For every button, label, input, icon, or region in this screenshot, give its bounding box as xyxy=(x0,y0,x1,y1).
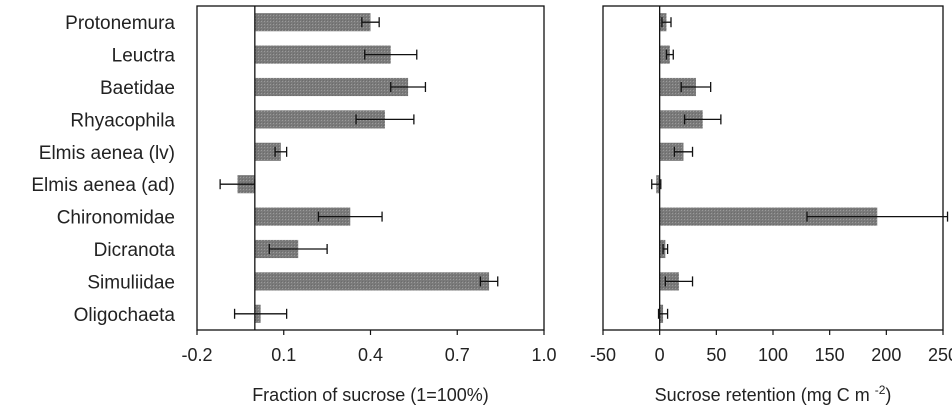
bar-baetidae xyxy=(659,77,696,97)
bar-baetidae xyxy=(254,77,409,97)
x-tick-label: 250 xyxy=(928,345,952,365)
x-tick-label: 150 xyxy=(815,345,845,365)
bar-rhyacophila xyxy=(254,110,385,129)
x-tick-label: 100 xyxy=(758,345,788,365)
x-axis-title-text: Sucrose retention (mg C m xyxy=(655,385,875,405)
category-label: Elmis aenea (ad) xyxy=(31,175,175,196)
x-tick-label: 50 xyxy=(706,345,726,365)
x-axis-title-superscript: -2 xyxy=(875,383,886,397)
category-label: Oligochaeta xyxy=(74,305,176,326)
bar-rhyacophila xyxy=(659,110,703,129)
x-axis-title: Sucrose retention (mg C m -2) xyxy=(655,383,892,405)
category-label: Leuctra xyxy=(112,46,176,67)
right-panel: -50 0 50 100 150 200 250 Sucrose retention (mg … xyxy=(590,5,952,405)
category-label: Elmis aenea (lv) xyxy=(39,143,175,164)
error-bar xyxy=(665,49,674,60)
category-label: Protonemura xyxy=(65,13,175,34)
bar-chironomidae xyxy=(254,207,351,226)
x-axis-title: Fraction of sucrose (1=100%) xyxy=(252,385,489,405)
category-label: Simuliidae xyxy=(87,272,175,293)
x-tick-label: 0.7 xyxy=(445,345,470,365)
error-bar xyxy=(233,308,288,319)
bar-leuctra xyxy=(659,45,670,64)
error-bar xyxy=(683,114,722,125)
left-panel: Protonemura Leuctra Baetidae Rhyacophila Elm… xyxy=(31,5,557,405)
error-bar xyxy=(274,146,288,157)
bar-elmis-aenea-lv xyxy=(659,142,684,161)
error-bar xyxy=(361,17,380,28)
error-bar xyxy=(479,276,499,287)
error-bar xyxy=(355,114,415,125)
bar-protonemura xyxy=(254,13,371,32)
category-label: Dicranota xyxy=(94,240,176,261)
plot-frame xyxy=(602,5,944,331)
bar-simuliidae xyxy=(254,272,490,291)
x-tick-label: 200 xyxy=(871,345,901,365)
error-bar xyxy=(317,211,383,222)
error-bar xyxy=(680,82,712,92)
category-label: Rhyacophila xyxy=(70,110,175,131)
error-bar xyxy=(664,276,694,287)
error-bar xyxy=(673,146,694,157)
bar-elmis-aenea-lv xyxy=(254,142,281,161)
x-axis-title-text: Fraction of sucrose (1=100%) xyxy=(252,385,489,405)
x-tick-label: -0.2 xyxy=(181,345,212,365)
bar-chironomidae xyxy=(659,207,878,226)
category-label: Baetidae xyxy=(100,78,175,99)
bar-leuctra xyxy=(254,45,391,64)
x-tick-label: 0.4 xyxy=(358,345,383,365)
error-bar xyxy=(661,17,672,28)
x-tick-label: 1.0 xyxy=(531,345,556,365)
x-tick-label: 0.1 xyxy=(271,345,296,365)
error-bar xyxy=(806,211,949,222)
category-label: Chironomidae xyxy=(57,208,175,229)
x-tick-label: 0 xyxy=(655,345,665,365)
error-bar xyxy=(268,244,328,254)
x-axis-title-end: ) xyxy=(885,385,891,405)
error-bar xyxy=(364,49,418,60)
x-tick-label: -50 xyxy=(590,345,616,365)
error-bar xyxy=(662,244,669,254)
error-bar xyxy=(390,82,427,92)
